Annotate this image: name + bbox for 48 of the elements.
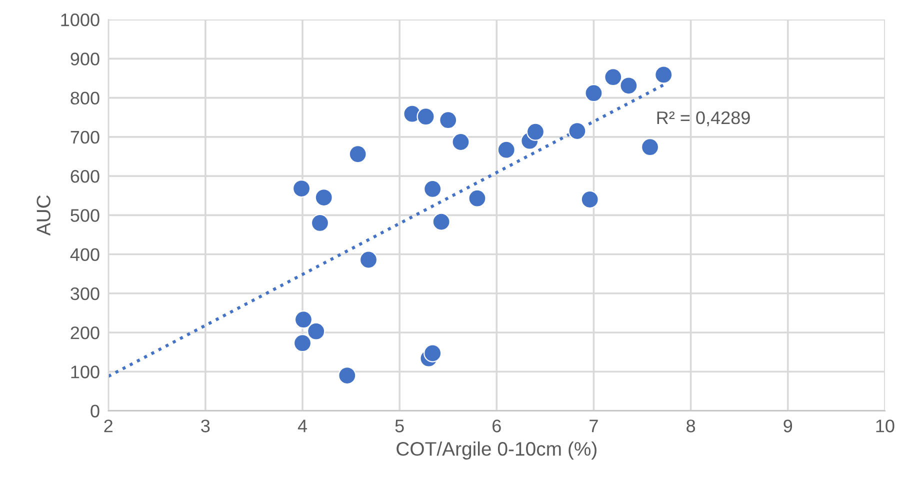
y-tick-label: 500 bbox=[70, 209, 100, 222]
point bbox=[416, 108, 435, 126]
point bbox=[584, 84, 603, 102]
point bbox=[424, 344, 442, 362]
y-tick-label: 900 bbox=[70, 52, 100, 66]
point bbox=[314, 188, 333, 207]
point bbox=[654, 66, 673, 84]
point bbox=[294, 310, 313, 329]
x-tick-label: 3 bbox=[201, 420, 210, 432]
point bbox=[359, 250, 378, 269]
y-axis-title: AUC bbox=[36, 195, 50, 236]
annotation: R² = 0,4289 bbox=[657, 111, 750, 126]
x-tick-label: 2 bbox=[104, 420, 112, 432]
y-tick-label: 800 bbox=[70, 92, 100, 105]
x-tick-label: 7 bbox=[590, 420, 598, 432]
point bbox=[604, 68, 622, 86]
point bbox=[424, 180, 442, 198]
x-axis-title: COT/Argile 0-10cm (%) bbox=[396, 441, 596, 460]
x-tick-label: 10 bbox=[876, 420, 894, 432]
point bbox=[468, 189, 486, 208]
x-tick-label: 6 bbox=[492, 420, 501, 432]
point bbox=[432, 212, 450, 231]
y-tick-label: 1000 bbox=[61, 13, 100, 26]
x-tick-label: 5 bbox=[395, 420, 404, 432]
point bbox=[338, 366, 356, 385]
y-tick-label: 600 bbox=[70, 170, 100, 183]
point bbox=[439, 111, 458, 130]
point bbox=[348, 145, 367, 164]
y-tick-label: 400 bbox=[70, 248, 100, 261]
y-tick-label: 200 bbox=[70, 326, 100, 340]
point bbox=[293, 334, 312, 352]
point bbox=[640, 138, 660, 156]
point bbox=[580, 190, 599, 209]
point bbox=[526, 122, 545, 141]
point bbox=[568, 122, 586, 140]
point bbox=[310, 214, 330, 232]
point bbox=[620, 76, 638, 95]
x-tick-label: 8 bbox=[686, 420, 696, 432]
x-tick-label: 9 bbox=[784, 420, 792, 432]
y-tick-label: 100 bbox=[71, 366, 100, 378]
y-tick-label: 300 bbox=[70, 287, 100, 300]
y-tick-label: 0 bbox=[90, 404, 100, 418]
point bbox=[452, 132, 470, 152]
y-tick-label: 700 bbox=[70, 130, 100, 144]
x-tick-label: 4 bbox=[298, 420, 307, 432]
point bbox=[307, 322, 326, 340]
point bbox=[497, 140, 516, 159]
point bbox=[292, 180, 311, 198]
